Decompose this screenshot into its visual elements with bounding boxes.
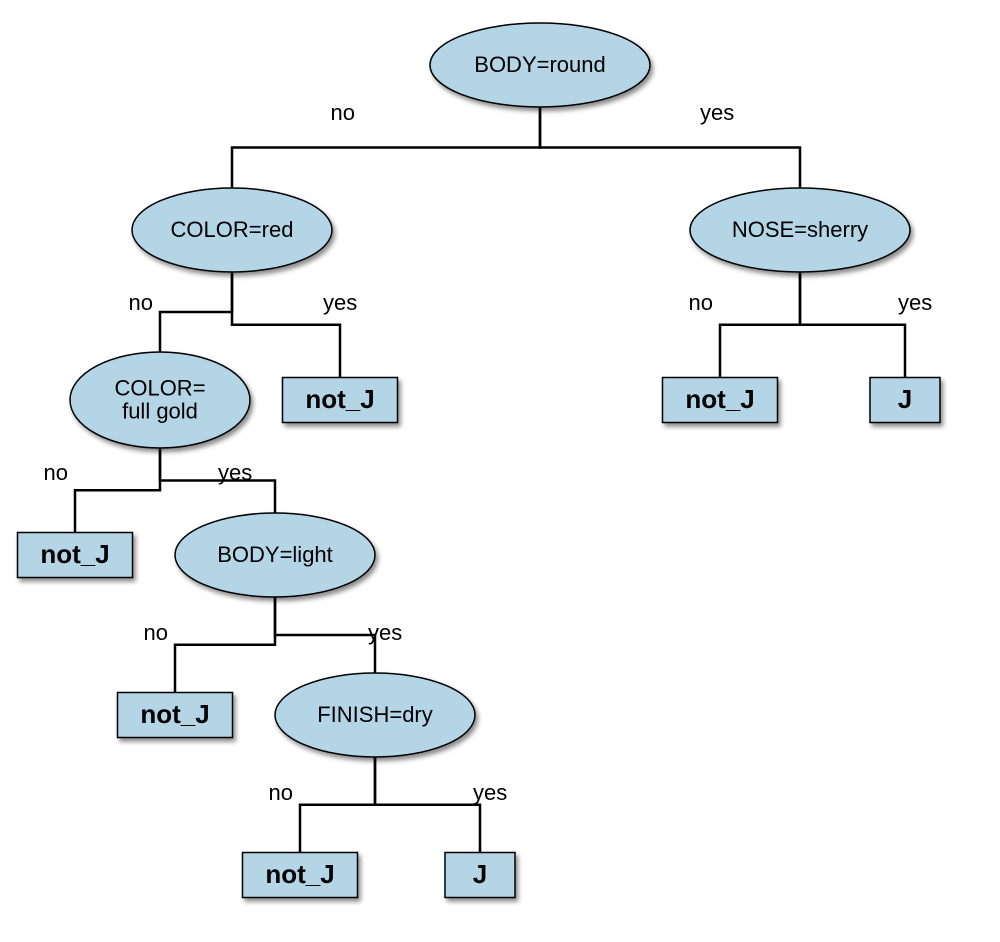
edge-label-n10-l11: no bbox=[269, 780, 293, 805]
edge-label-n1-n3: no bbox=[129, 290, 153, 315]
leaf-label-l6: J bbox=[898, 384, 912, 414]
edge-n0-n1 bbox=[232, 107, 540, 188]
edge-n2-l6 bbox=[800, 272, 905, 378]
edge-label-n3-n8: yes bbox=[218, 460, 252, 485]
edge-label-n8-l9: no bbox=[144, 620, 168, 645]
edge-label-n1-l4: yes bbox=[323, 290, 357, 315]
edge-label-n3-l7: no bbox=[44, 460, 68, 485]
nodes-layer: BODY=round COLOR=red NOSE=sherry COLOR=full… bbox=[18, 23, 941, 898]
decision-label-n10: FINISH=dry bbox=[317, 702, 433, 727]
leaf-label-l11: not_J bbox=[265, 859, 334, 889]
edge-n10-l11 bbox=[300, 757, 375, 853]
edge-label-n0-n2: yes bbox=[700, 100, 734, 125]
decision-label-n2: NOSE=sherry bbox=[732, 217, 868, 242]
edge-label-n2-l5: no bbox=[689, 290, 713, 315]
edge-n1-l4 bbox=[232, 272, 340, 378]
edge-n10-l12 bbox=[375, 757, 480, 853]
decision-label-n8: BODY=light bbox=[217, 542, 333, 567]
leaf-label-l12: J bbox=[473, 859, 487, 889]
edge-label-n2-l6: yes bbox=[898, 290, 932, 315]
leaf-label-l7: not_J bbox=[40, 539, 109, 569]
edge-n2-l5 bbox=[720, 272, 800, 378]
edge-n8-n10 bbox=[275, 597, 375, 673]
leaf-label-l9: not_J bbox=[140, 699, 209, 729]
leaf-label-l4: not_J bbox=[305, 384, 374, 414]
edge-n1-n3 bbox=[160, 272, 232, 352]
decision-label-n3: COLOR=full gold bbox=[114, 375, 205, 423]
decision-tree-svg: noyesnoyesnoyesnoyesnoyesnoyesBODY=round… bbox=[0, 0, 1000, 942]
edge-n0-n2 bbox=[540, 107, 800, 188]
edge-label-n8-n10: yes bbox=[368, 620, 402, 645]
edge-label-n0-n1: no bbox=[331, 100, 355, 125]
decision-label-n1: COLOR=red bbox=[171, 217, 294, 242]
edge-label-n10-l12: yes bbox=[473, 780, 507, 805]
edge-n8-l9 bbox=[175, 597, 275, 693]
decision-label-n0: BODY=round bbox=[474, 52, 605, 77]
leaf-label-l5: not_J bbox=[685, 384, 754, 414]
edge-n3-l7 bbox=[75, 448, 160, 533]
